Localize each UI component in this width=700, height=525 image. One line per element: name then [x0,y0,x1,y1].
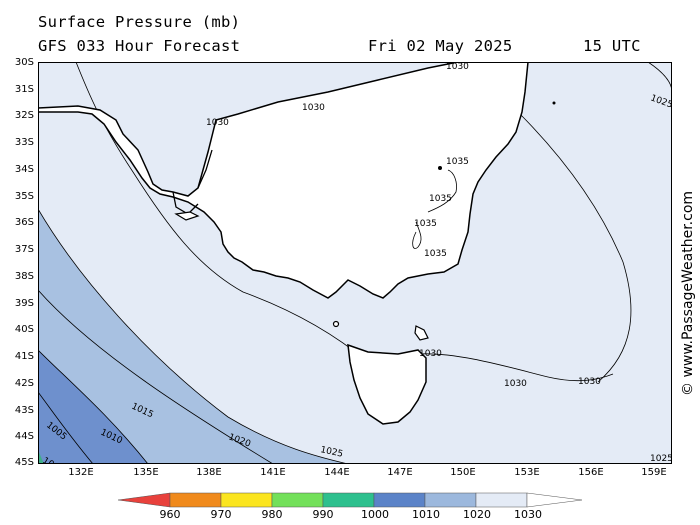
colorbar-segment-990 [322,492,375,508]
lat-label-44s: 44S [14,431,34,442]
credit-text: © www.PassageWeather.com [680,191,696,396]
map-frame [38,62,672,464]
kangaroo-island [174,211,200,221]
isobar-label-1030-tasman: 1030 [504,379,527,389]
lon-label-138e: 138E [196,467,222,478]
high-pressure-center [438,166,442,170]
isobar-label-1025-se: 1025 [650,454,672,464]
king-island [332,320,340,328]
colorbar-segment-below-960 [118,492,171,508]
colorbar-segment-980 [271,492,324,508]
lat-label-39s: 39S [14,298,34,309]
lat-label-32s: 32S [14,110,34,121]
isobar-label-1030-top: 1030 [446,62,469,72]
isobar-label-1035-d: 1035 [424,249,447,259]
lat-label-43s: 43S [14,405,34,416]
pressure-map[interactable]: 1030 1030 1030 1025 1035 1035 1035 1035 … [38,62,672,464]
colorbar-label-960: 960 [159,508,181,521]
mainland-australia [38,62,529,299]
isobar-1035-inner [412,221,422,249]
lon-label-132e: 132E [68,467,94,478]
lat-label-38s: 38S [14,271,34,282]
isobar-label-1030-east: 1030 [578,377,601,387]
isobar-label-1025-south: 1025 [319,445,343,460]
colorbar-segment-1020 [475,492,528,508]
isobar-label-1035-a: 1035 [446,157,469,167]
forecast-label: GFS 033 Hour Forecast [38,37,241,55]
tasmania [347,343,427,425]
colorbar-label-970: 970 [210,508,232,521]
lon-label-153e: 153E [514,467,540,478]
flinders-island [414,325,429,341]
lat-label-33s: 33S [14,137,34,148]
lat-label-37s: 37S [14,244,34,255]
colorbar-segment-1010 [424,492,477,508]
isobar-1015 [38,289,274,464]
colorbar-label-1020: 1020 [463,508,491,521]
isobar-1035-high [427,169,457,213]
isobar-1030-south [417,353,614,382]
forecast-time: 15 UTC [583,37,641,55]
lon-label-159e: 159E [641,467,667,478]
lon-label-144e: 144E [324,467,350,478]
colorbar-segment-970 [220,492,273,508]
map-title: Surface Pressure (mb) [38,13,241,31]
lon-label-141e: 141E [260,467,286,478]
lon-label-147e: 147E [387,467,413,478]
lat-label-36s: 36S [14,217,34,228]
lat-label-40s: 40S [14,324,34,335]
isobar-label-1035-b: 1035 [429,194,452,204]
colorbar-label-990: 990 [312,508,334,521]
lon-label-150e: 150E [450,467,476,478]
isobar-label-1030-gulf: 1030 [302,103,325,113]
isobar-label-1005-corner: 1005 [41,456,66,464]
lat-label-45s: 45S [14,457,34,468]
pressure-marker-ne [552,101,556,105]
lon-label-135e: 135E [133,467,159,478]
isobar-label-1035-c: 1035 [414,219,437,229]
pressure-band-1000 [38,450,44,464]
lat-label-30s: 30S [14,57,34,68]
lat-label-42s: 42S [14,378,34,389]
lat-label-31s: 31S [14,84,34,95]
isobar-1005 [38,391,94,464]
pressure-colorbar [118,492,583,508]
colorbar-segment-above-1030 [526,492,583,508]
isobar-label-1030-west: 1030 [206,118,229,128]
colorbar-segment-960 [169,492,222,508]
lat-label-41s: 41S [14,351,34,362]
lat-label-34s: 34S [14,164,34,175]
colorbar-segment-1000 [373,492,426,508]
pressure-band-1020 [38,208,349,464]
colorbar-label-1000: 1000 [361,508,389,521]
lat-label-35s: 35S [14,191,34,202]
colorbar-label-1030: 1030 [514,508,542,521]
lon-label-156e: 156E [578,467,604,478]
spencer-gulf-coast [172,149,213,215]
credit-watermark: © www.PassageWeather.com [680,191,696,396]
isobar-1030-ne [517,111,632,383]
isobar-label-1030-bass: 1030 [419,349,442,359]
colorbar-label-1010: 1010 [412,508,440,521]
forecast-date: Fri 02 May 2025 [368,37,513,55]
colorbar-label-980: 980 [261,508,283,521]
